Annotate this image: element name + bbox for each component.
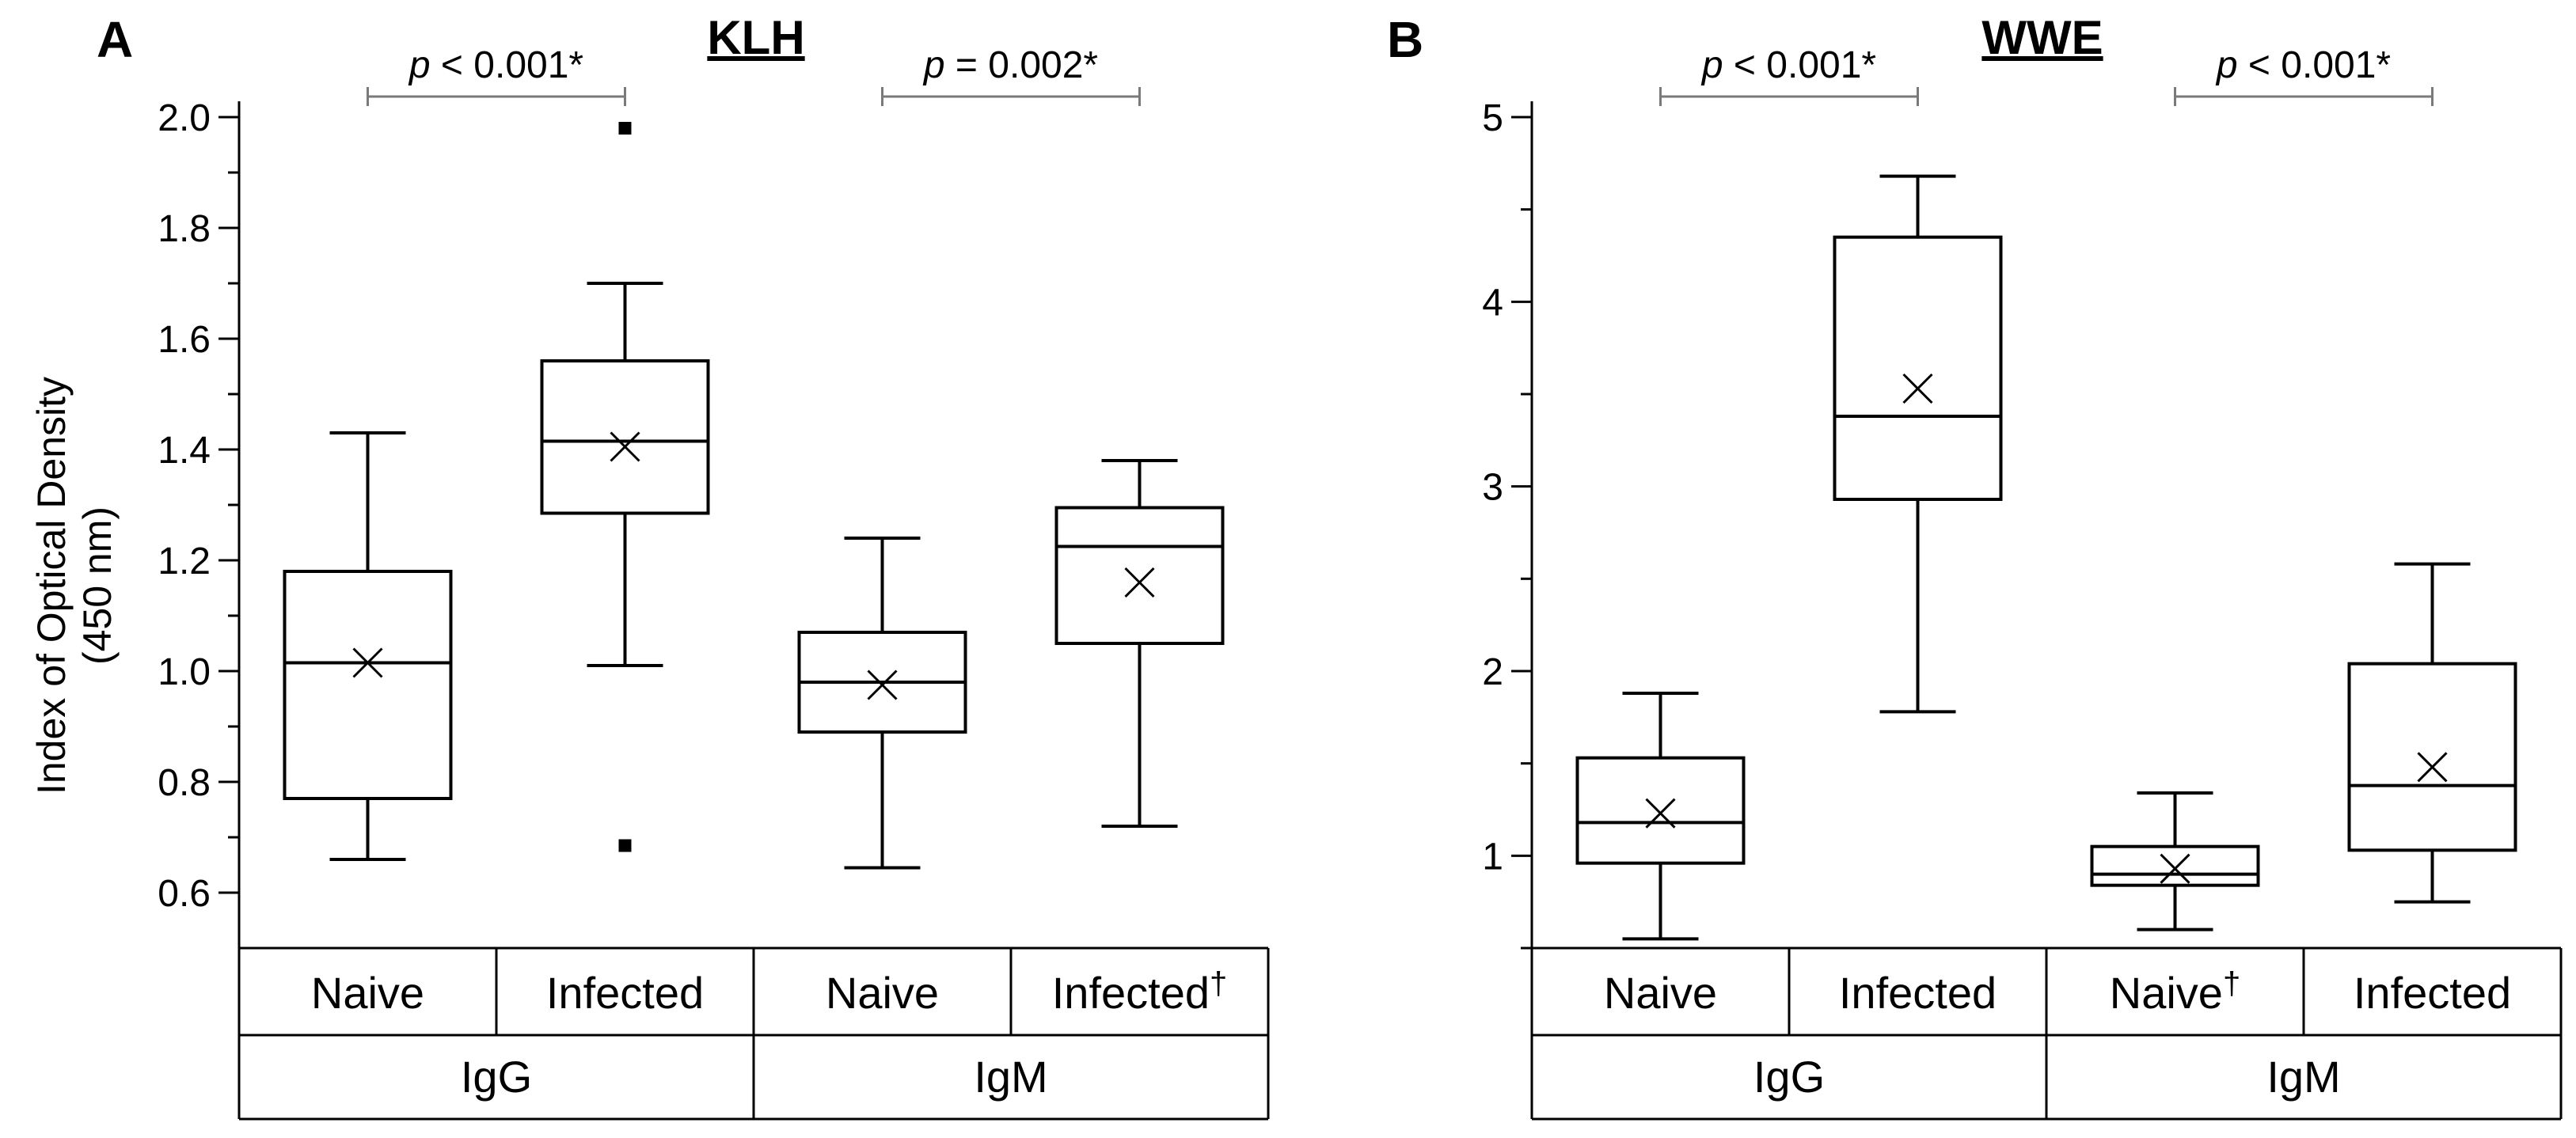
panel-b-ytick-label: 5 — [1482, 97, 1503, 139]
panel-a-mean-marker — [352, 647, 383, 678]
panel-a-category-label: Naive — [311, 968, 424, 1018]
panel-a-outlier-point — [618, 122, 632, 135]
panel-a-box-igm-naive — [797, 537, 967, 870]
panel-b-category-text: Infected — [1839, 968, 1997, 1018]
panel-a-ytick-label: 1.2 — [158, 541, 211, 582]
panel-a-box-igm-infected — [1054, 459, 1225, 828]
panel-a-category-label: Infected — [546, 968, 704, 1018]
panel-b-box-igm-naive — [2090, 791, 2260, 931]
panel-b-iqr-box — [2347, 662, 2517, 852]
panel-a: A KLH Index of Optical Density (450 nm) … — [29, 11, 1270, 1121]
panel-a-p-symbol: p — [922, 44, 945, 86]
panel-b-p-text: < 0.001* — [1723, 44, 1877, 86]
panel-a-category-text: Naive — [311, 968, 424, 1018]
panel-b-ytick-label: 3 — [1482, 467, 1503, 509]
panel-b-p-value: p < 0.001* — [1700, 44, 1876, 86]
panel-a-letter: A — [97, 11, 133, 68]
panel-a-ytick-label: 0.8 — [158, 762, 211, 804]
panel-a-outlier-point — [618, 839, 632, 852]
panel-a-p-symbol: p — [408, 44, 431, 86]
panel-b-dagger-mark: † — [2223, 966, 2240, 1001]
panel-a-ytick-label: 1.6 — [158, 319, 211, 361]
panel-b-mean-marker — [1645, 798, 1676, 829]
panel-b-category-text: Infected — [2354, 968, 2511, 1018]
panel-b-category-label: Naive† — [2110, 966, 2240, 1018]
panel-a-category-text: Infected — [1052, 968, 1210, 1018]
panel-a-ytick-label: 1.8 — [158, 208, 211, 250]
panel-a-group-label: IgM — [974, 1052, 1047, 1102]
panel-a-ylabel: Index of Optical Density (450 nm) — [29, 377, 120, 795]
panel-b-group-label: IgG — [1753, 1052, 1825, 1102]
panel-b-title: WWE — [1981, 11, 2103, 64]
panel-a-p-text: < 0.001* — [431, 44, 584, 86]
panel-b-category-label: Infected — [2354, 968, 2511, 1018]
panel-a-category-text: Naive — [826, 968, 939, 1018]
panel-a-p-text: = 0.002* — [945, 44, 1099, 86]
panel-b-significance-bracket: p < 0.001* — [1659, 44, 1919, 106]
panel-b-p-value: p < 0.001* — [2215, 44, 2391, 86]
panel-a-significance-bracket: p < 0.001* — [367, 44, 626, 106]
panel-a-ytick-label: 1.4 — [158, 430, 211, 472]
panel-a-mean-marker — [867, 670, 898, 700]
panel-a-ytick-label: 0.6 — [158, 873, 211, 915]
panel-b-significance-bracket: p < 0.001* — [2174, 44, 2434, 106]
panel-b-p-text: < 0.001* — [2238, 44, 2392, 86]
panel-b-category-text: Naive — [2110, 968, 2223, 1018]
panel-b-category-label: Infected — [1839, 968, 1997, 1018]
panel-b-iqr-box — [1833, 235, 2003, 501]
panel-b-ytick-label: 4 — [1482, 282, 1503, 324]
panel-b-category-text: Naive — [1604, 968, 1717, 1018]
panel-a-dagger-mark: † — [1210, 966, 1227, 1001]
panel-a-ylabel-line1: Index of Optical Density — [29, 377, 74, 795]
panel-a-p-value: p < 0.001* — [408, 44, 583, 86]
panel-b-box-igm-infected — [2347, 562, 2517, 904]
panel-a-iqr-box — [540, 359, 710, 515]
panel-a-category-label: Naive — [826, 968, 939, 1018]
panel-b-p-symbol: p — [1700, 44, 1723, 86]
panel-a-p-value: p = 0.002* — [922, 44, 1098, 86]
panel-b-mean-marker — [1902, 373, 1933, 404]
panel-a-box-igg-infected — [540, 122, 710, 852]
panel-b-category-label: Naive — [1604, 968, 1717, 1018]
panel-b-letter: B — [1387, 11, 1423, 68]
panel-b-iqr-box — [1575, 756, 1746, 865]
panel-b-mean-marker — [2417, 752, 2448, 783]
panel-a-mean-marker — [610, 431, 640, 462]
panel-b-mean-marker — [2160, 853, 2190, 884]
panel-b-ytick-label: 1 — [1482, 836, 1503, 878]
panel-a-box-igg-naive — [283, 431, 453, 861]
panel-a-iqr-box — [1054, 506, 1225, 645]
panel-a-ylabel-line2: (450 nm) — [75, 506, 120, 665]
panel-a-significance-bracket: p = 0.002* — [881, 44, 1141, 106]
panel-b-p-symbol: p — [2215, 44, 2238, 86]
panel-b-ytick-label: 2 — [1482, 651, 1503, 693]
panel-b-box-igg-infected — [1833, 174, 2003, 714]
panel-b-group-label: IgM — [2266, 1052, 2340, 1102]
panel-a-group-label: IgG — [461, 1052, 532, 1102]
panel-a-iqr-box — [283, 570, 453, 800]
panel-b-box-igg-naive — [1575, 692, 1746, 941]
panel-a-ytick-label: 1.0 — [158, 651, 211, 693]
panel-a-category-text: Infected — [546, 968, 704, 1018]
panel-a-title: KLH — [707, 11, 804, 64]
panel-b-iqr-box — [2090, 844, 2260, 887]
panel-a-category-label: Infected† — [1052, 966, 1228, 1018]
panel-a-mean-marker — [1124, 567, 1155, 598]
panel-a-ytick-label: 2.0 — [158, 97, 211, 139]
